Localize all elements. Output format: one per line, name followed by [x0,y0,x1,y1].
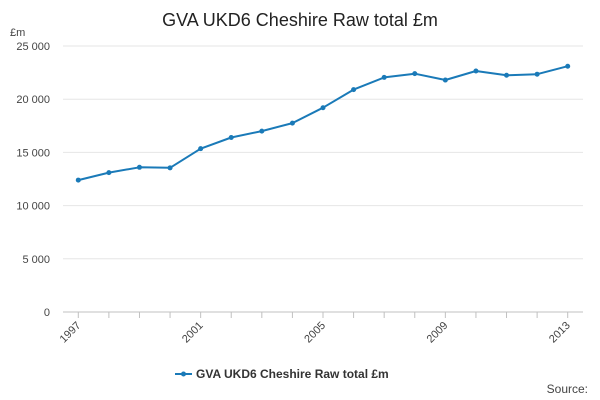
data-point[interactable] [167,165,173,171]
data-point[interactable] [136,164,142,170]
x-tick-label: 2013 [547,320,573,346]
chart-title: GVA UKD6 Cheshire Raw total £m [162,10,438,30]
y-axis: 0 5 000 10 000 15 000 20 000 25 000 [16,41,50,319]
data-point[interactable] [412,71,418,77]
data-point[interactable] [442,77,448,83]
data-point[interactable] [75,177,81,183]
y-tick-label: 25 000 [16,41,50,53]
data-point[interactable] [473,68,479,74]
y-unit-label: £m [10,27,25,39]
data-point[interactable] [320,105,326,111]
y-tick-label: 15 000 [16,147,50,159]
data-point[interactable] [504,72,510,78]
y-tick-label: 0 [44,307,50,319]
source-label: Source: [547,382,588,396]
data-point[interactable] [106,170,112,176]
legend[interactable]: GVA UKD6 Cheshire Raw total £m [175,367,389,381]
data-point[interactable] [228,135,234,141]
y-tick-label: 5 000 [22,254,50,266]
series-line[interactable] [78,65,568,182]
y-tick-label: 10 000 [16,201,50,213]
x-tick-label: 2001 [180,320,206,346]
series-plot [75,63,571,183]
data-point[interactable] [381,74,387,80]
x-tick-label: 1997 [58,320,84,346]
x-axis: 1997 2001 2005 2009 2013 [58,312,573,345]
data-point[interactable] [259,128,265,134]
data-point[interactable] [565,63,571,69]
legend-marker-icon [181,371,186,377]
data-point[interactable] [198,146,204,152]
legend-label[interactable]: GVA UKD6 Cheshire Raw total £m [196,367,389,381]
x-tick-label: 2009 [425,320,451,346]
data-point[interactable] [534,71,540,77]
data-point[interactable] [289,120,295,126]
x-tick-label: 2005 [302,320,328,346]
y-tick-label: 20 000 [16,94,50,106]
data-point[interactable] [351,87,357,93]
gridlines [63,45,583,313]
